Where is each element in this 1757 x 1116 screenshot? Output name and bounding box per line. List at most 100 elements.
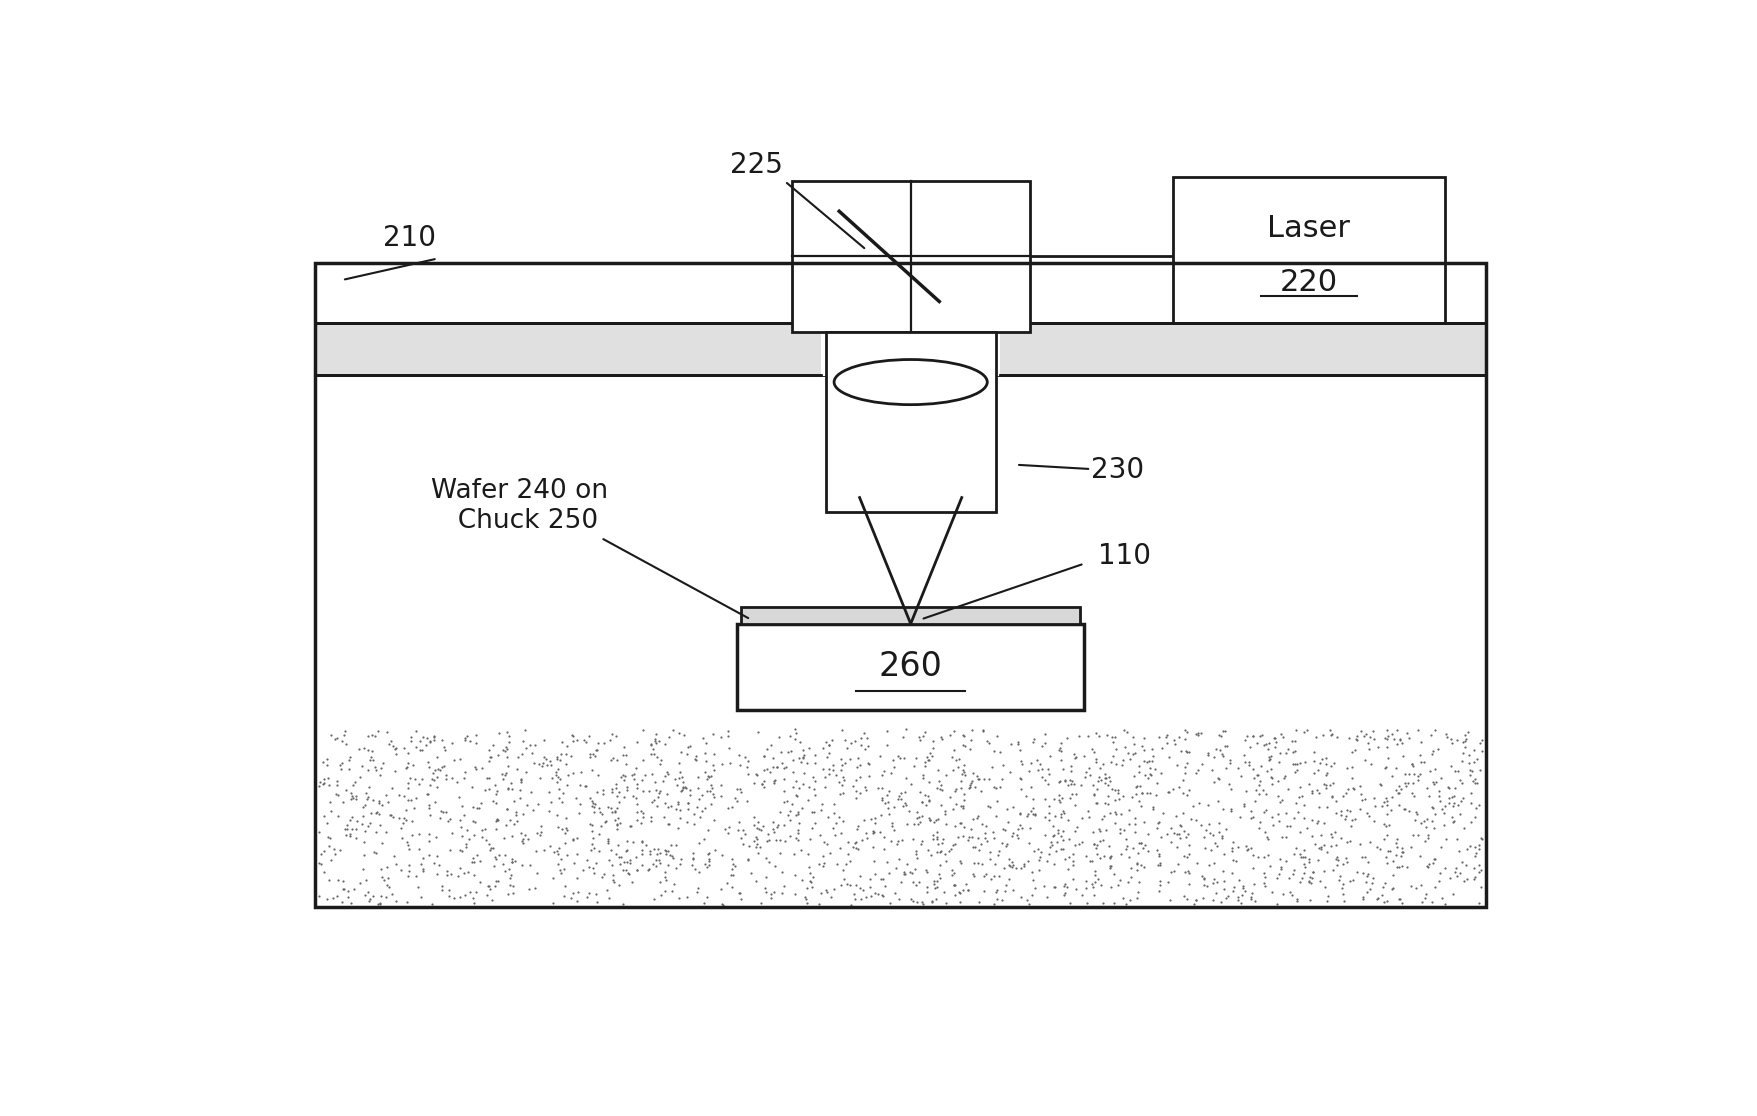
Point bbox=[1014, 834, 1042, 852]
Point bbox=[313, 891, 341, 908]
Point bbox=[1100, 865, 1128, 883]
Point bbox=[1184, 761, 1212, 779]
Point bbox=[492, 816, 520, 834]
Point bbox=[357, 804, 385, 821]
Point bbox=[322, 845, 350, 863]
Point bbox=[1119, 735, 1147, 753]
Point bbox=[771, 758, 799, 776]
Point bbox=[813, 835, 842, 853]
Point bbox=[1061, 836, 1089, 854]
Point bbox=[1160, 731, 1188, 749]
Point bbox=[699, 810, 727, 828]
Point bbox=[903, 849, 931, 867]
Point bbox=[1072, 879, 1100, 897]
Point bbox=[1334, 780, 1362, 798]
Point bbox=[1049, 831, 1077, 849]
Point bbox=[1170, 730, 1198, 748]
Point bbox=[886, 749, 914, 767]
Point bbox=[1274, 780, 1302, 798]
Point bbox=[652, 868, 680, 886]
Point bbox=[1253, 828, 1281, 846]
Point bbox=[1448, 792, 1476, 810]
Point bbox=[850, 778, 878, 796]
Point bbox=[968, 815, 996, 833]
Point bbox=[1249, 781, 1277, 799]
Point bbox=[819, 731, 847, 749]
Point bbox=[1233, 728, 1262, 745]
Point bbox=[585, 825, 613, 843]
Point bbox=[717, 754, 745, 772]
Point bbox=[931, 845, 959, 863]
Point bbox=[1139, 798, 1167, 816]
Point bbox=[1404, 767, 1432, 785]
Point bbox=[886, 891, 914, 908]
Point bbox=[1381, 834, 1409, 852]
Point bbox=[654, 763, 682, 781]
Point bbox=[1383, 759, 1411, 777]
Point bbox=[982, 807, 1010, 825]
Point bbox=[1254, 749, 1283, 767]
Point bbox=[1114, 874, 1142, 892]
Point bbox=[696, 768, 724, 786]
Point bbox=[307, 845, 336, 863]
Point bbox=[861, 809, 889, 827]
Point bbox=[1341, 810, 1369, 828]
Point bbox=[1372, 792, 1400, 810]
Point bbox=[754, 833, 782, 850]
Point bbox=[490, 742, 518, 760]
Point bbox=[912, 797, 940, 815]
Point bbox=[1441, 787, 1469, 805]
Point bbox=[343, 788, 371, 806]
Point bbox=[938, 836, 966, 854]
Point bbox=[394, 833, 422, 850]
Point bbox=[926, 780, 954, 798]
Point bbox=[1467, 829, 1495, 847]
Point bbox=[538, 769, 566, 787]
Point bbox=[481, 850, 510, 868]
Point bbox=[959, 838, 987, 856]
Point bbox=[668, 768, 696, 786]
Point bbox=[460, 827, 488, 845]
Point bbox=[713, 874, 741, 892]
Point bbox=[1200, 834, 1228, 852]
Point bbox=[306, 773, 334, 791]
Point bbox=[385, 809, 413, 827]
Point bbox=[548, 733, 576, 751]
Point bbox=[1390, 844, 1418, 862]
Point bbox=[1307, 826, 1335, 844]
Point bbox=[578, 822, 606, 840]
Point bbox=[450, 769, 478, 787]
Point bbox=[1146, 847, 1174, 865]
Point bbox=[552, 809, 580, 827]
Point bbox=[416, 733, 445, 751]
Point bbox=[536, 757, 564, 775]
Point bbox=[618, 787, 647, 805]
Point bbox=[828, 721, 856, 739]
Point bbox=[987, 834, 1016, 852]
Point bbox=[1077, 740, 1105, 758]
Point bbox=[1103, 781, 1132, 799]
Point bbox=[462, 758, 490, 776]
Point bbox=[1209, 881, 1237, 898]
Point bbox=[951, 766, 979, 783]
Point bbox=[543, 806, 571, 824]
Point bbox=[782, 866, 810, 884]
Point bbox=[692, 770, 720, 788]
Point bbox=[750, 761, 778, 779]
Point bbox=[1464, 775, 1492, 792]
Point bbox=[583, 893, 611, 911]
Point bbox=[1441, 762, 1469, 780]
Point bbox=[1058, 762, 1086, 780]
Point bbox=[1095, 837, 1123, 855]
Point bbox=[780, 751, 808, 769]
Point bbox=[1399, 773, 1427, 791]
Point bbox=[337, 894, 365, 912]
Point bbox=[871, 793, 900, 811]
Point bbox=[395, 769, 423, 787]
Point bbox=[719, 866, 747, 884]
Point bbox=[647, 854, 675, 872]
Point bbox=[791, 889, 819, 907]
Point bbox=[1302, 814, 1330, 831]
Point bbox=[1321, 792, 1349, 810]
Point bbox=[371, 870, 399, 888]
